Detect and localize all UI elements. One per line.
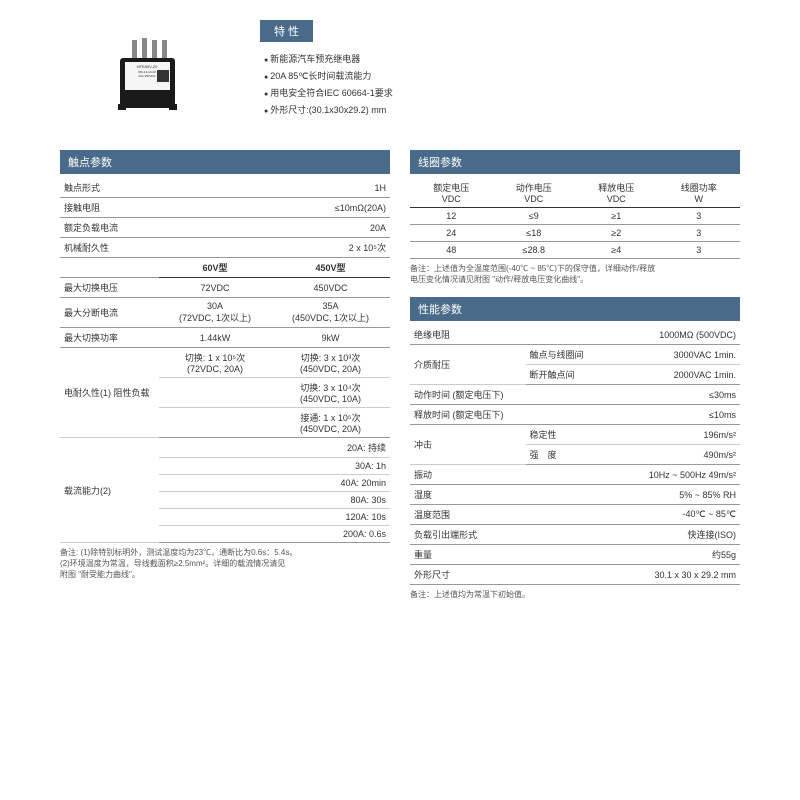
row-value: 72VDC [159,278,271,298]
product-image: HFE80V-20 450-12-HG32 20A 450VDC [100,20,200,120]
coil-cell: 48 [410,242,493,259]
row-label: 机械耐久性 [60,238,159,258]
row-value: 40A: 20min [159,475,390,492]
svg-text:20A 450VDC: 20A 450VDC [138,74,156,78]
row-value: 接通: 1 x 10⁵次 (450VDC, 20A) [271,408,390,438]
contact-params-table: 触点形式1H 接触电阻≤10mΩ(20A) 额定负载电流20A 机械耐久性2 x… [60,178,390,543]
contact-note: 备注: (1)除特别标明外，测试温度均为23℃，通断比为0.6s：5.4s。 (… [60,547,390,581]
row-value: 1.44kW [159,328,271,348]
row-value: 450VDC [271,278,390,298]
row-label: 载流能力(2) [60,438,159,543]
row-value: 80A: 30s [159,492,390,509]
row-value: 切换: 1 x 10⁵次 (72VDC, 20A) [159,348,271,378]
coil-cell: ≤18 [493,225,576,242]
row-label: 湿度 [410,485,611,505]
coil-cell: ≥1 [575,208,658,225]
coil-cell: 3 [658,242,741,259]
row-value: 20A [159,218,390,238]
feature-item: 用电安全符合IEC 60664-1要求 [264,86,740,99]
row-label: 介质耐压 [410,345,526,385]
feature-item: 外形尺寸:(30.1x30x29.2) mm [264,103,740,116]
coil-note: 备注：上述值为全温度范围(-40℃ ~ 85℃)下的保守值，详细动作/释放 电压… [410,263,740,285]
row-value: 约55g [611,545,740,565]
row-sublabel: 稳定性 [526,425,612,445]
perf-params-header: 性能参数 [410,297,740,321]
row-value: -40℃ ~ 85℃ [611,505,740,525]
coil-header: 动作电压 VDC [493,178,576,208]
row-label: 温度范围 [410,505,611,525]
row-label: 振动 [410,465,611,485]
row-label: 外形尺寸 [410,565,611,585]
row-value: 35A (450VDC, 1次以上) [271,298,390,328]
row-value: 490m/s² [611,445,740,465]
row-value: 30.1 x 30 x 29.2 mm [611,565,740,585]
row-value: 200A: 0.6s [159,526,390,543]
coil-cell: ≥4 [575,242,658,259]
row-value: 1H [159,178,390,198]
perf-note: 备注：上述值均为常温下初始值。 [410,589,740,600]
coil-header: 释放电压 VDC [575,178,658,208]
row-value: ≤10mΩ(20A) [159,198,390,218]
row-label: 冲击 [410,425,526,465]
row-label: 额定负载电流 [60,218,159,238]
coil-cell: ≥2 [575,225,658,242]
row-value: 切换: 3 x 10³次 (450VDC, 20A) [271,348,390,378]
row-value: 1000MΩ (500VDC) [611,325,740,345]
feature-item: 新能源汽车预充继电器 [264,52,740,65]
row-value: 2000VAC 1min. [611,365,740,385]
coil-cell: ≤28.8 [493,242,576,259]
top-section: HFE80V-20 450-12-HG32 20A 450VDC 特 性 新能源… [60,20,740,120]
row-label: 最大切换功率 [60,328,159,348]
row-label: 接触电阻 [60,198,159,218]
coil-header: 线圈功率 W [658,178,741,208]
coil-params-table: 额定电压 VDC 动作电压 VDC 释放电压 VDC 线圈功率 W 12≤9≥1… [410,178,740,259]
row-value: 196m/s² [611,425,740,445]
row-value: 切换: 3 x 10⁴次 (450VDC, 10A) [271,378,390,408]
row-value: 30A (72VDC, 1次以上) [159,298,271,328]
features-title: 特 性 [260,20,313,42]
row-label: 动作时间 (额定电压下) [410,385,611,405]
main-columns: 触点参数 触点形式1H 接触电阻≤10mΩ(20A) 额定负载电流20A 机械耐… [60,150,740,601]
row-label: 绝缘电阻 [410,325,611,345]
feature-item: 20A 85℃长时间载流能力 [264,69,740,82]
row-label: 触点形式 [60,178,159,198]
svg-text:HFE80V-20: HFE80V-20 [137,64,158,69]
row-value: 20A: 持续 [159,438,390,458]
row-sublabel: 强 度 [526,445,612,465]
row-label: 释放时间 (额定电压下) [410,405,611,425]
row-label: 最大切换电压 [60,278,159,298]
coil-cell: 12 [410,208,493,225]
right-column: 线圈参数 额定电压 VDC 动作电压 VDC 释放电压 VDC 线圈功率 W 1… [410,150,740,601]
row-label: 重量 [410,545,611,565]
perf-params-table: 绝缘电阻1000MΩ (500VDC) 介质耐压触点与线圈间3000VAC 1m… [410,325,740,585]
row-label: 最大分断电流 [60,298,159,328]
row-value: 120A: 10s [159,509,390,526]
row-label: 电耐久性(1) 阻性负载 [60,348,159,438]
coil-cell: 3 [658,208,741,225]
coil-cell: 24 [410,225,493,242]
left-column: 触点参数 触点形式1H 接触电阻≤10mΩ(20A) 额定负载电流20A 机械耐… [60,150,390,601]
row-value: 5% ~ 85% RH [611,485,740,505]
col-header: 450V型 [271,258,390,278]
coil-cell: 3 [658,225,741,242]
row-value: 快连接(ISO) [611,525,740,545]
row-value: 30A: 1h [159,458,390,475]
coil-cell: ≤9 [493,208,576,225]
row-value: 3000VAC 1min. [611,345,740,365]
contact-params-header: 触点参数 [60,150,390,174]
col-header: 60V型 [159,258,271,278]
row-value: 10Hz ~ 500Hz 49m/s² [611,465,740,485]
coil-header: 额定电压 VDC [410,178,493,208]
row-value: ≤10ms [611,405,740,425]
coil-params-header: 线圈参数 [410,150,740,174]
features-list: 新能源汽车预充继电器 20A 85℃长时间载流能力 用电安全符合IEC 6066… [260,52,740,116]
row-sublabel: 触点与线圈间 [526,345,612,365]
features-block: 特 性 新能源汽车预充继电器 20A 85℃长时间载流能力 用电安全符合IEC … [260,20,740,120]
row-sublabel: 断开触点间 [526,365,612,385]
row-value: 9kW [271,328,390,348]
row-value: 2 x 10⁵次 [159,238,390,258]
row-value: ≤30ms [611,385,740,405]
row-label: 负载引出端形式 [410,525,611,545]
